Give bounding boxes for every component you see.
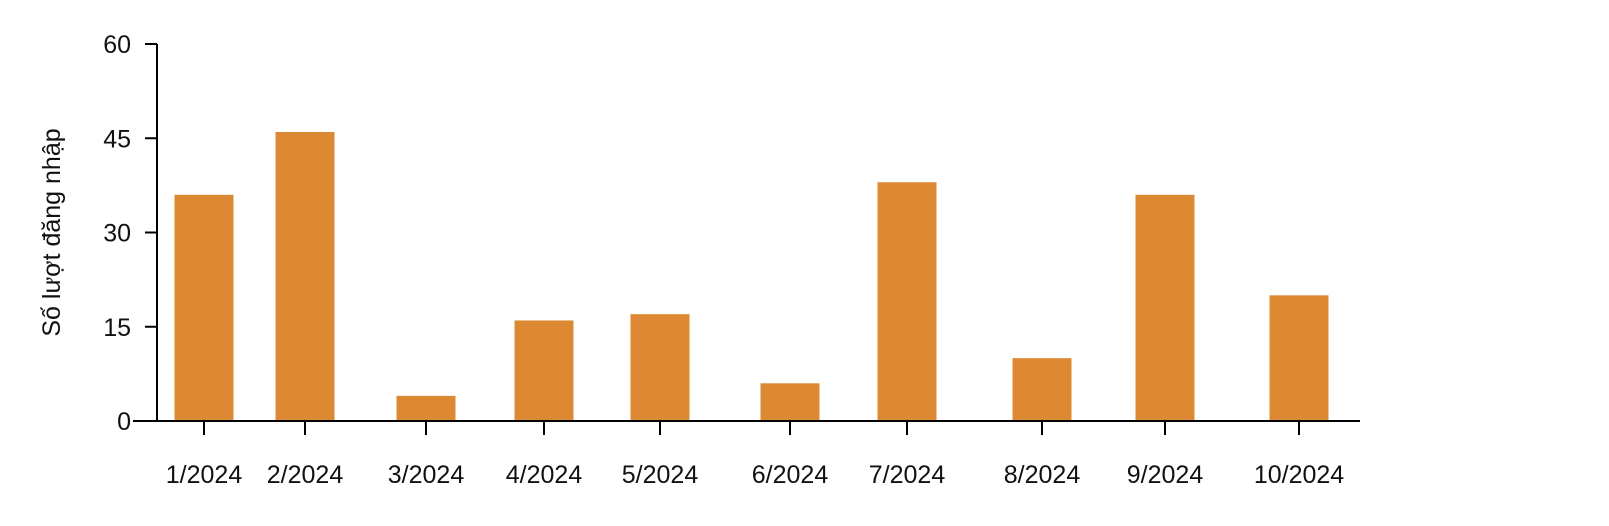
bar-4/2024 (514, 320, 574, 421)
bar-10/2024 (1269, 295, 1329, 421)
y-tick-label-45: 45 (103, 125, 131, 153)
y-tick-label-60: 60 (103, 31, 131, 59)
y-axis: 0 15 30 45 60 (103, 31, 158, 436)
bar-9/2024 (1135, 194, 1195, 421)
x-tick-label-7/2024: 7/2024 (869, 461, 946, 489)
x-tick-label-9/2024: 9/2024 (1127, 461, 1204, 489)
y-tick-label-0: 0 (117, 408, 131, 436)
y-axis-title: Số lượt đăng nhập (38, 128, 66, 336)
y-tick-label-15: 15 (103, 314, 131, 342)
x-tick-label-6/2024: 6/2024 (752, 461, 829, 489)
x-tick-label-5/2024: 5/2024 (622, 461, 699, 489)
bar-8/2024 (1012, 358, 1072, 421)
x-tick-label-2/2024: 2/2024 (267, 461, 344, 489)
bar-1/2024 (174, 194, 234, 421)
y-tick-label-30: 30 (103, 220, 131, 248)
x-tick-label-8/2024: 8/2024 (1004, 461, 1081, 489)
x-tick-label-4/2024: 4/2024 (506, 461, 583, 489)
bar-6/2024 (760, 383, 820, 421)
x-tick-label-10/2024: 10/2024 (1254, 461, 1344, 489)
x-tick-label-3/2024: 3/2024 (388, 461, 465, 489)
x-axis: 1/2024 2/2024 3/2024 4/2024 5/2024 6/2024 7/20… (133, 420, 1360, 489)
bar-3/2024 (396, 395, 456, 421)
bar-7/2024 (877, 182, 937, 421)
bar-5/2024 (630, 314, 690, 421)
x-tick-label-1/2024: 1/2024 (166, 461, 243, 489)
bars-group (174, 131, 1329, 421)
bar-2/2024 (275, 131, 335, 421)
